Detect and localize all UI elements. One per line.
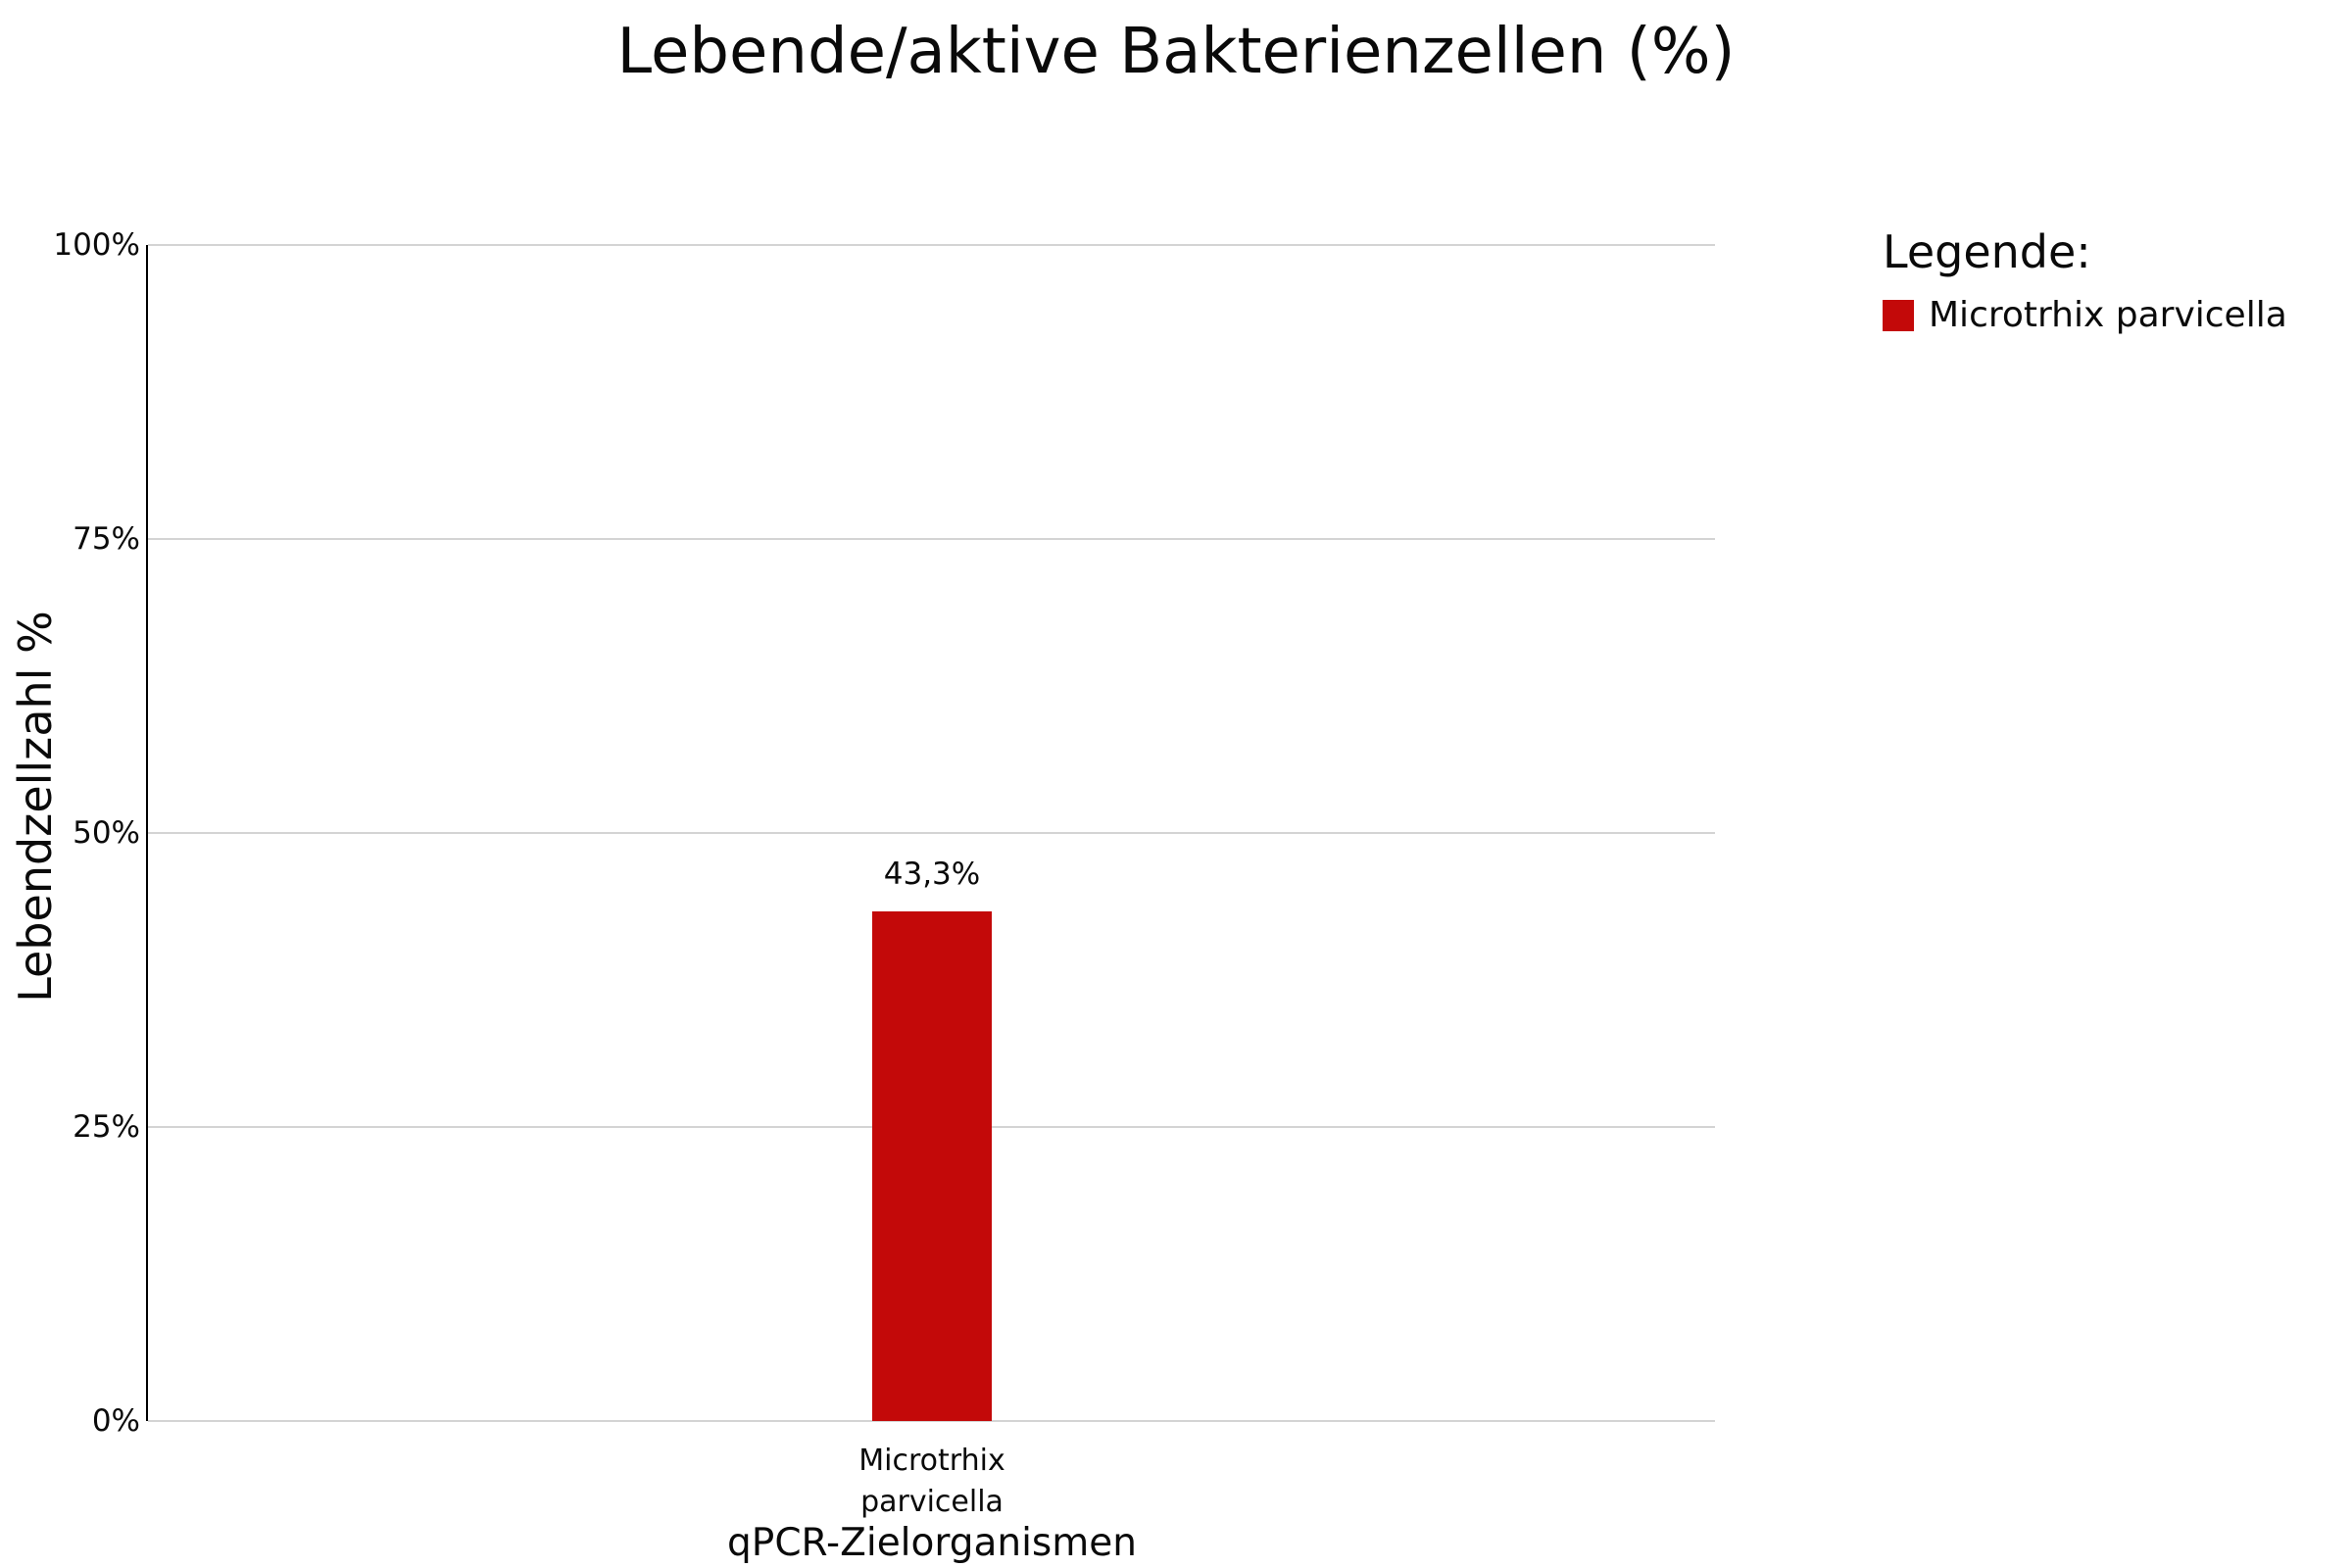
legend-swatch bbox=[1883, 299, 1914, 331]
bar-value-label: 43,3% bbox=[883, 857, 981, 893]
chart-title: Lebende/aktive Bakterienzellen (%) bbox=[616, 16, 1736, 88]
legend-item: Microtrhix parvicella bbox=[1883, 296, 2287, 335]
legend: Legende: Microtrhix parvicella bbox=[1883, 225, 2287, 335]
gridline-75 bbox=[148, 538, 1715, 540]
bar-group-microtrhix-parvicella: 43,3% bbox=[872, 245, 992, 1421]
x-axis-title: qPCR-Zielorganismen bbox=[727, 1521, 1137, 1565]
y-axis-title: Lebendzellzahl % bbox=[9, 611, 62, 1003]
y-tick-label-25: 25% bbox=[73, 1109, 140, 1145]
gridline-100 bbox=[148, 244, 1715, 246]
y-tick-label-0: 0% bbox=[91, 1403, 140, 1439]
y-tick-label-100: 100% bbox=[53, 227, 140, 263]
y-tick-label-50: 50% bbox=[73, 815, 140, 851]
legend-heading: Legende: bbox=[1883, 225, 2091, 278]
y-axis-line bbox=[146, 245, 148, 1421]
gridline-50 bbox=[148, 832, 1715, 834]
x-tick-label: Microtrhix parvicella bbox=[858, 1444, 1005, 1519]
y-tick-label-75: 75% bbox=[73, 521, 140, 557]
plot-area: 100% 75% 50% 25% 0% 43,3% bbox=[53, 227, 1715, 1439]
gridline-0 bbox=[148, 1420, 1715, 1422]
bar bbox=[872, 911, 992, 1421]
legend-label: Microtrhix parvicella bbox=[1929, 295, 2287, 336]
